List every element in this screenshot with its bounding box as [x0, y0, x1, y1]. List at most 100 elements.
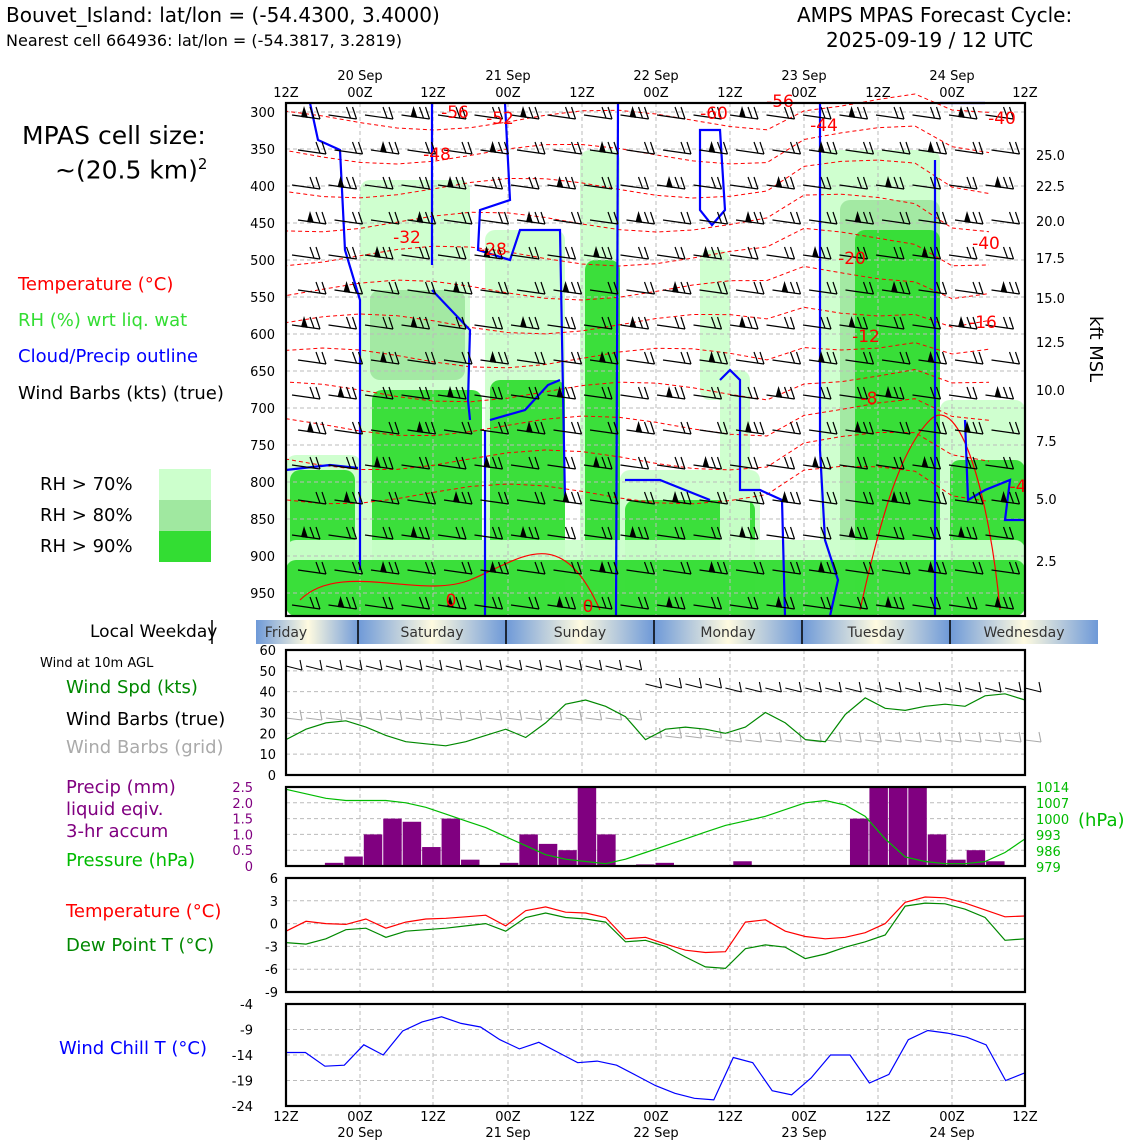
wind-barb	[699, 561, 729, 575]
wind-barb-feather	[972, 211, 978, 224]
grid-wind-barb-feather	[379, 709, 383, 721]
wind-barb-feather	[637, 456, 644, 469]
wind-barb-shaft	[772, 219, 801, 225]
wind-barb-shaft	[766, 534, 795, 540]
wind-barb-feather	[710, 176, 717, 189]
true-wind-barb	[405, 665, 422, 671]
cell-size-value-wrap: ~(20.5 km)2	[55, 155, 207, 184]
wind-barb	[875, 316, 905, 330]
wind-barb-feather	[570, 141, 577, 154]
wind-barb	[437, 106, 467, 120]
wind-barb	[437, 176, 467, 190]
wind-barb-shaft	[985, 324, 1014, 330]
wind-barb-feather	[856, 596, 863, 609]
wind-barb-feather	[826, 526, 832, 540]
wind-barb	[845, 281, 875, 295]
grid-wind-barb-feather	[938, 731, 942, 743]
wind-barb	[437, 386, 467, 400]
wind-barb-feather	[929, 176, 936, 189]
wind-barb	[948, 246, 978, 260]
wind-barb-shaft	[480, 219, 509, 225]
precip-bar	[986, 861, 1005, 866]
wind-barb-shaft	[480, 429, 509, 435]
wind-barb-shaft	[547, 534, 576, 540]
grid-wind-barb	[465, 717, 482, 721]
wind-barb	[693, 596, 723, 610]
wind-barb	[656, 526, 686, 540]
wind-barb-feather	[461, 351, 467, 364]
wind-barb-feather	[424, 281, 431, 294]
wind-barb-shaft	[407, 289, 436, 295]
wind-barb-pennant	[848, 526, 856, 538]
plot-frame	[284, 785, 1027, 868]
wind-barb-feather	[935, 106, 942, 120]
wind-barb-shaft	[407, 149, 436, 155]
wind-barb	[626, 141, 656, 155]
wind-barb-pennant	[885, 386, 892, 398]
wind-barb-feather	[868, 421, 875, 435]
wind-barb-shaft	[626, 499, 655, 505]
wind-barb-feather	[570, 386, 577, 400]
wind-barb	[656, 456, 686, 470]
grid-wind-barb-feather	[539, 709, 543, 721]
cell-size-label: MPAS cell size:	[22, 121, 206, 150]
wind-barb-shaft	[735, 499, 765, 505]
wind-barb-feather	[503, 211, 510, 225]
wind-barb-feather	[978, 211, 984, 225]
height-kft-label: 22.5	[1036, 180, 1065, 195]
wind-barb-feather	[826, 561, 832, 574]
wind-barb-shaft	[656, 464, 686, 470]
true-wind-barb	[525, 665, 542, 671]
wind-barb-pennant	[337, 386, 345, 398]
temperature-isoline	[285, 265, 990, 301]
wind-barb-pennant	[447, 596, 454, 608]
wind-barb	[985, 246, 1015, 260]
precip-bar	[733, 861, 752, 866]
wind-barb-pennant	[520, 106, 527, 118]
wind-barb-feather	[643, 316, 650, 330]
wind-barb-feather	[789, 421, 796, 434]
wind-barb-feather	[607, 281, 613, 294]
wind-barb-feather	[826, 106, 832, 120]
wind-barb-shaft	[808, 289, 838, 295]
wind-barb-feather	[1002, 386, 1009, 399]
wind-barb-feather	[424, 176, 431, 190]
wind-barb	[772, 351, 802, 365]
wind-barb	[401, 316, 431, 330]
wind-barb	[808, 211, 838, 225]
temperature-isoline	[285, 398, 990, 437]
wind-barb-feather	[680, 386, 686, 400]
wind-barb	[729, 386, 759, 400]
wind-barb-feather	[461, 246, 467, 260]
wind-barb	[839, 176, 869, 190]
grid-wind-barb	[965, 739, 982, 743]
temperature-contour-label: -44	[810, 116, 838, 136]
true-wind-barb	[565, 665, 582, 671]
y-tick-label: 60	[259, 644, 276, 659]
wind-barb-feather	[1008, 526, 1015, 540]
temperature-contour-label: -40	[988, 109, 1016, 129]
wind-barb-feather	[309, 526, 315, 539]
wind-barb-feather	[351, 211, 358, 224]
wind-barb	[620, 386, 650, 400]
wind-barb-shaft	[437, 324, 467, 330]
grid-wind-barb	[645, 735, 662, 739]
wind-barb-feather	[503, 491, 510, 505]
wind-barb-pennant	[885, 176, 892, 188]
y-tick-label: -3	[265, 940, 278, 955]
precip-bar	[577, 787, 597, 866]
wind-barb	[693, 456, 723, 470]
wind-barb-feather	[935, 246, 942, 260]
wind-barb-shaft	[808, 429, 838, 435]
wind-barb-pennant	[818, 561, 825, 573]
wind-barb-shaft	[480, 289, 509, 295]
weekday-label: Sunday	[554, 625, 606, 641]
wind-barb	[802, 386, 832, 400]
wind-barb-pennant	[666, 176, 673, 188]
wind-barb	[474, 386, 504, 400]
wind-barb-feather	[972, 246, 978, 260]
wind-barb	[443, 491, 473, 505]
wind-barb-feather	[722, 351, 729, 365]
wind-barb-feather	[783, 106, 790, 119]
height-axis-title: kft MSL	[1085, 316, 1106, 382]
